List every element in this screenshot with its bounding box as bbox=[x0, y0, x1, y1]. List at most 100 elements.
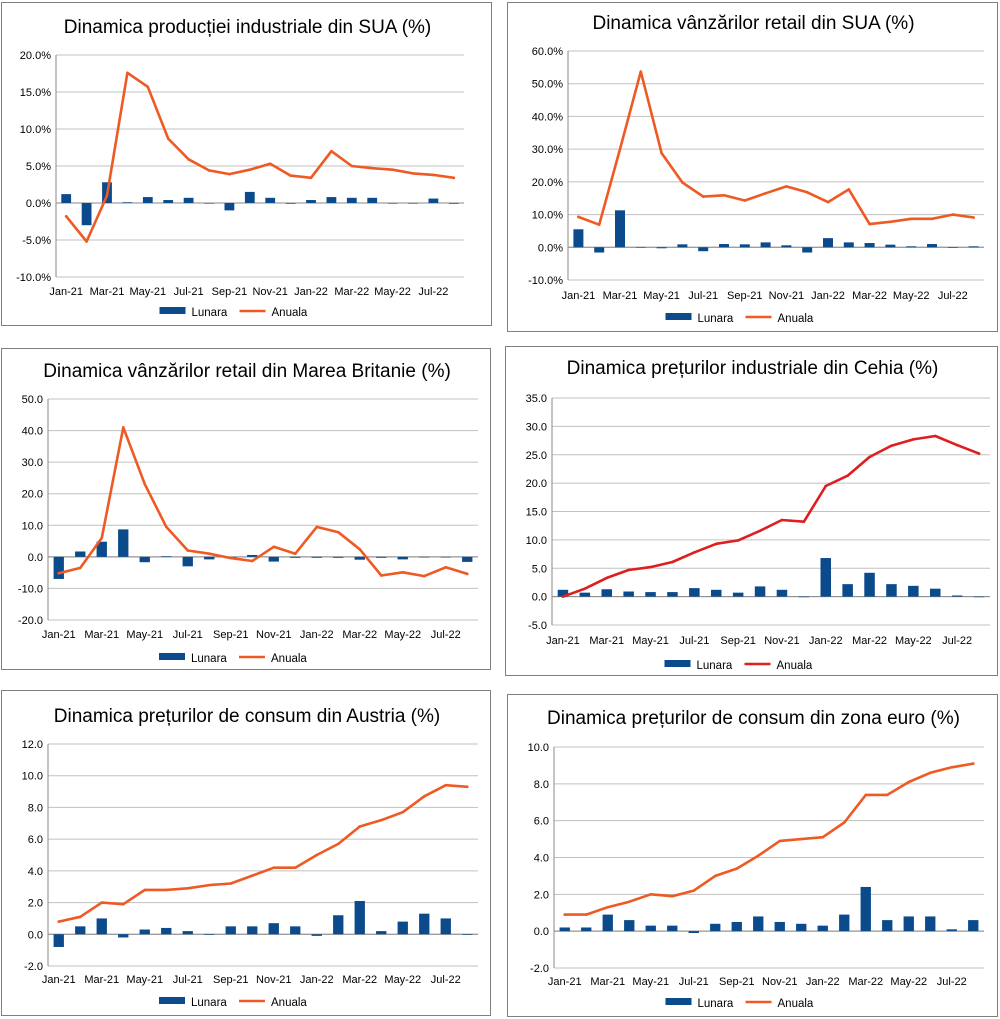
bar-monthly-Feb-22 bbox=[333, 556, 344, 558]
bar-monthly-Jun-21 bbox=[667, 592, 678, 597]
x-tick-label: Jan-22 bbox=[300, 629, 334, 641]
point-annual-Feb-22 bbox=[330, 149, 333, 153]
bar-monthly-Aug-22 bbox=[973, 596, 985, 598]
x-tick-label: Jan-22 bbox=[811, 290, 845, 302]
x-tick-label: Jul-21 bbox=[174, 286, 204, 298]
point-annual-Feb-21 bbox=[78, 915, 82, 919]
bar-monthly-Dec-21 bbox=[285, 203, 296, 204]
point-annual-Apr-21 bbox=[126, 71, 129, 75]
x-tick-label: Mar-22 bbox=[342, 629, 377, 641]
point-annual-Nov-21 bbox=[272, 545, 276, 549]
point-annual-Jun-22 bbox=[422, 574, 426, 578]
bar-monthly-May-22 bbox=[387, 203, 398, 204]
point-annual-Mar-21 bbox=[618, 147, 622, 151]
y-tick-label: -10.0% bbox=[16, 272, 51, 284]
point-annual-May-22 bbox=[907, 780, 911, 784]
y-tick-label: 5.0% bbox=[26, 161, 51, 173]
point-annual-Apr-21 bbox=[639, 70, 643, 73]
legend-label-annual: Anuala bbox=[272, 307, 308, 319]
bar-monthly-Jun-22 bbox=[408, 203, 418, 204]
x-tick-label: Nov-21 bbox=[256, 629, 291, 641]
point-annual-Apr-22 bbox=[379, 574, 383, 577]
y-tick-label: 35.0 bbox=[526, 393, 547, 405]
bar-monthly-Oct-21 bbox=[244, 191, 255, 203]
y-tick-label: 50.0 bbox=[22, 394, 43, 406]
point-annual-Oct-21 bbox=[250, 559, 254, 563]
bar-monthly-Nov-21 bbox=[268, 556, 279, 562]
bar-monthly-Mar-21 bbox=[96, 541, 107, 557]
point-annual-Feb-22 bbox=[336, 530, 340, 534]
point-annual-Jan-21 bbox=[577, 215, 580, 219]
bar-monthly-Feb-21 bbox=[594, 247, 605, 253]
point-annual-Dec-21 bbox=[799, 837, 803, 841]
point-annual-Jun-21 bbox=[164, 888, 168, 892]
x-tick-label: Jul-22 bbox=[937, 976, 967, 988]
point-annual-Aug-22 bbox=[465, 785, 469, 789]
y-tick-label: 15.0 bbox=[526, 507, 547, 519]
point-annual-Apr-22 bbox=[890, 444, 893, 447]
x-tick-label: Jul-22 bbox=[431, 629, 461, 641]
bar-monthly-Aug-22 bbox=[968, 246, 979, 248]
bar-monthly-Jun-22 bbox=[419, 556, 430, 558]
point-annual-Jul-22 bbox=[955, 443, 959, 447]
point-annual-Mar-21 bbox=[105, 194, 109, 197]
point-annual-Jun-21 bbox=[671, 560, 674, 564]
point-annual-Jul-21 bbox=[187, 158, 190, 161]
point-annual-May-21 bbox=[649, 565, 652, 569]
bar-monthly-Jun-22 bbox=[925, 916, 936, 932]
point-annual-Feb-22 bbox=[846, 474, 849, 478]
legend-label-monthly: Lunara bbox=[697, 660, 733, 672]
bar-monthly-Dec-21 bbox=[796, 923, 807, 932]
point-annual-Jul-22 bbox=[432, 173, 435, 177]
y-tick-label: 0.0 bbox=[534, 926, 549, 938]
line-annual bbox=[57, 426, 469, 578]
bar-monthly-Mar-22 bbox=[860, 886, 871, 932]
bar-monthly-Sep-21 bbox=[739, 244, 750, 248]
point-annual-May-22 bbox=[401, 571, 405, 574]
x-tick-label: Jan-21 bbox=[49, 286, 83, 298]
x-tick-label: Sep-21 bbox=[727, 290, 762, 302]
point-annual-Feb-21 bbox=[583, 587, 587, 590]
legend: Lunara Anuala bbox=[664, 660, 813, 672]
point-annual-Jan-21 bbox=[563, 913, 567, 916]
point-annual-Jun-22 bbox=[928, 771, 932, 775]
x-tick-label: May-21 bbox=[126, 974, 163, 986]
point-annual-Jun-21 bbox=[166, 137, 170, 140]
bar-monthly-Nov-21 bbox=[774, 921, 785, 932]
bar-monthly-Jun-22 bbox=[927, 244, 937, 248]
point-annual-Dec-21 bbox=[289, 174, 292, 177]
point-annual-Jul-22 bbox=[444, 565, 448, 569]
bar-monthly-Jun-21 bbox=[667, 925, 678, 932]
bar-monthly-Jul-22 bbox=[947, 247, 958, 248]
x-tick-label: Sep-21 bbox=[212, 286, 247, 298]
legend: Lunara Anuala bbox=[665, 998, 814, 1010]
x-tick-label: Jan-21 bbox=[562, 290, 596, 302]
chart-title: Dinamica vânzărilor retail din Marea Bri… bbox=[43, 361, 451, 382]
point-annual-Jul-21 bbox=[701, 195, 705, 198]
legend-label-annual: Anuala bbox=[777, 660, 813, 672]
bar-monthly-Aug-21 bbox=[204, 203, 214, 204]
chart-title: Dinamica prețurilor industriale din Cehi… bbox=[567, 358, 939, 379]
x-tick-label: Mar-21 bbox=[603, 290, 638, 302]
point-annual-Mar-21 bbox=[100, 901, 104, 904]
bar-monthly-Jul-21 bbox=[698, 247, 709, 252]
legend-label-annual: Anuala bbox=[271, 653, 307, 665]
y-tick-label: 10.0 bbox=[22, 771, 43, 783]
point-annual-Jun-22 bbox=[422, 795, 426, 798]
y-tick-label: 2.0 bbox=[534, 889, 549, 901]
bar-monthly-Nov-21 bbox=[776, 589, 788, 597]
x-tick-label: Jul-21 bbox=[173, 974, 203, 986]
chart-panel-uk-retail-sales: Dinamica vânzărilor retail din Marea Bri… bbox=[1, 348, 491, 670]
chart-panel-us-industrial-production: Dinamica producției industriale din SUA … bbox=[1, 2, 492, 326]
line-annual bbox=[561, 434, 981, 598]
gridlines bbox=[48, 743, 478, 967]
point-annual-Aug-21 bbox=[714, 542, 718, 546]
chart-title: Dinamica vânzărilor retail din SUA (%) bbox=[592, 13, 914, 34]
y-tick-label: 30.0% bbox=[532, 144, 563, 156]
point-annual-Nov-21 bbox=[272, 866, 276, 869]
point-annual-Mar-21 bbox=[606, 905, 610, 909]
bar-monthly-Apr-21 bbox=[122, 202, 133, 203]
bar-monthly-Apr-22 bbox=[882, 920, 893, 932]
x-tick-label: Jul-21 bbox=[173, 629, 203, 641]
point-annual-Mar-21 bbox=[100, 536, 104, 540]
